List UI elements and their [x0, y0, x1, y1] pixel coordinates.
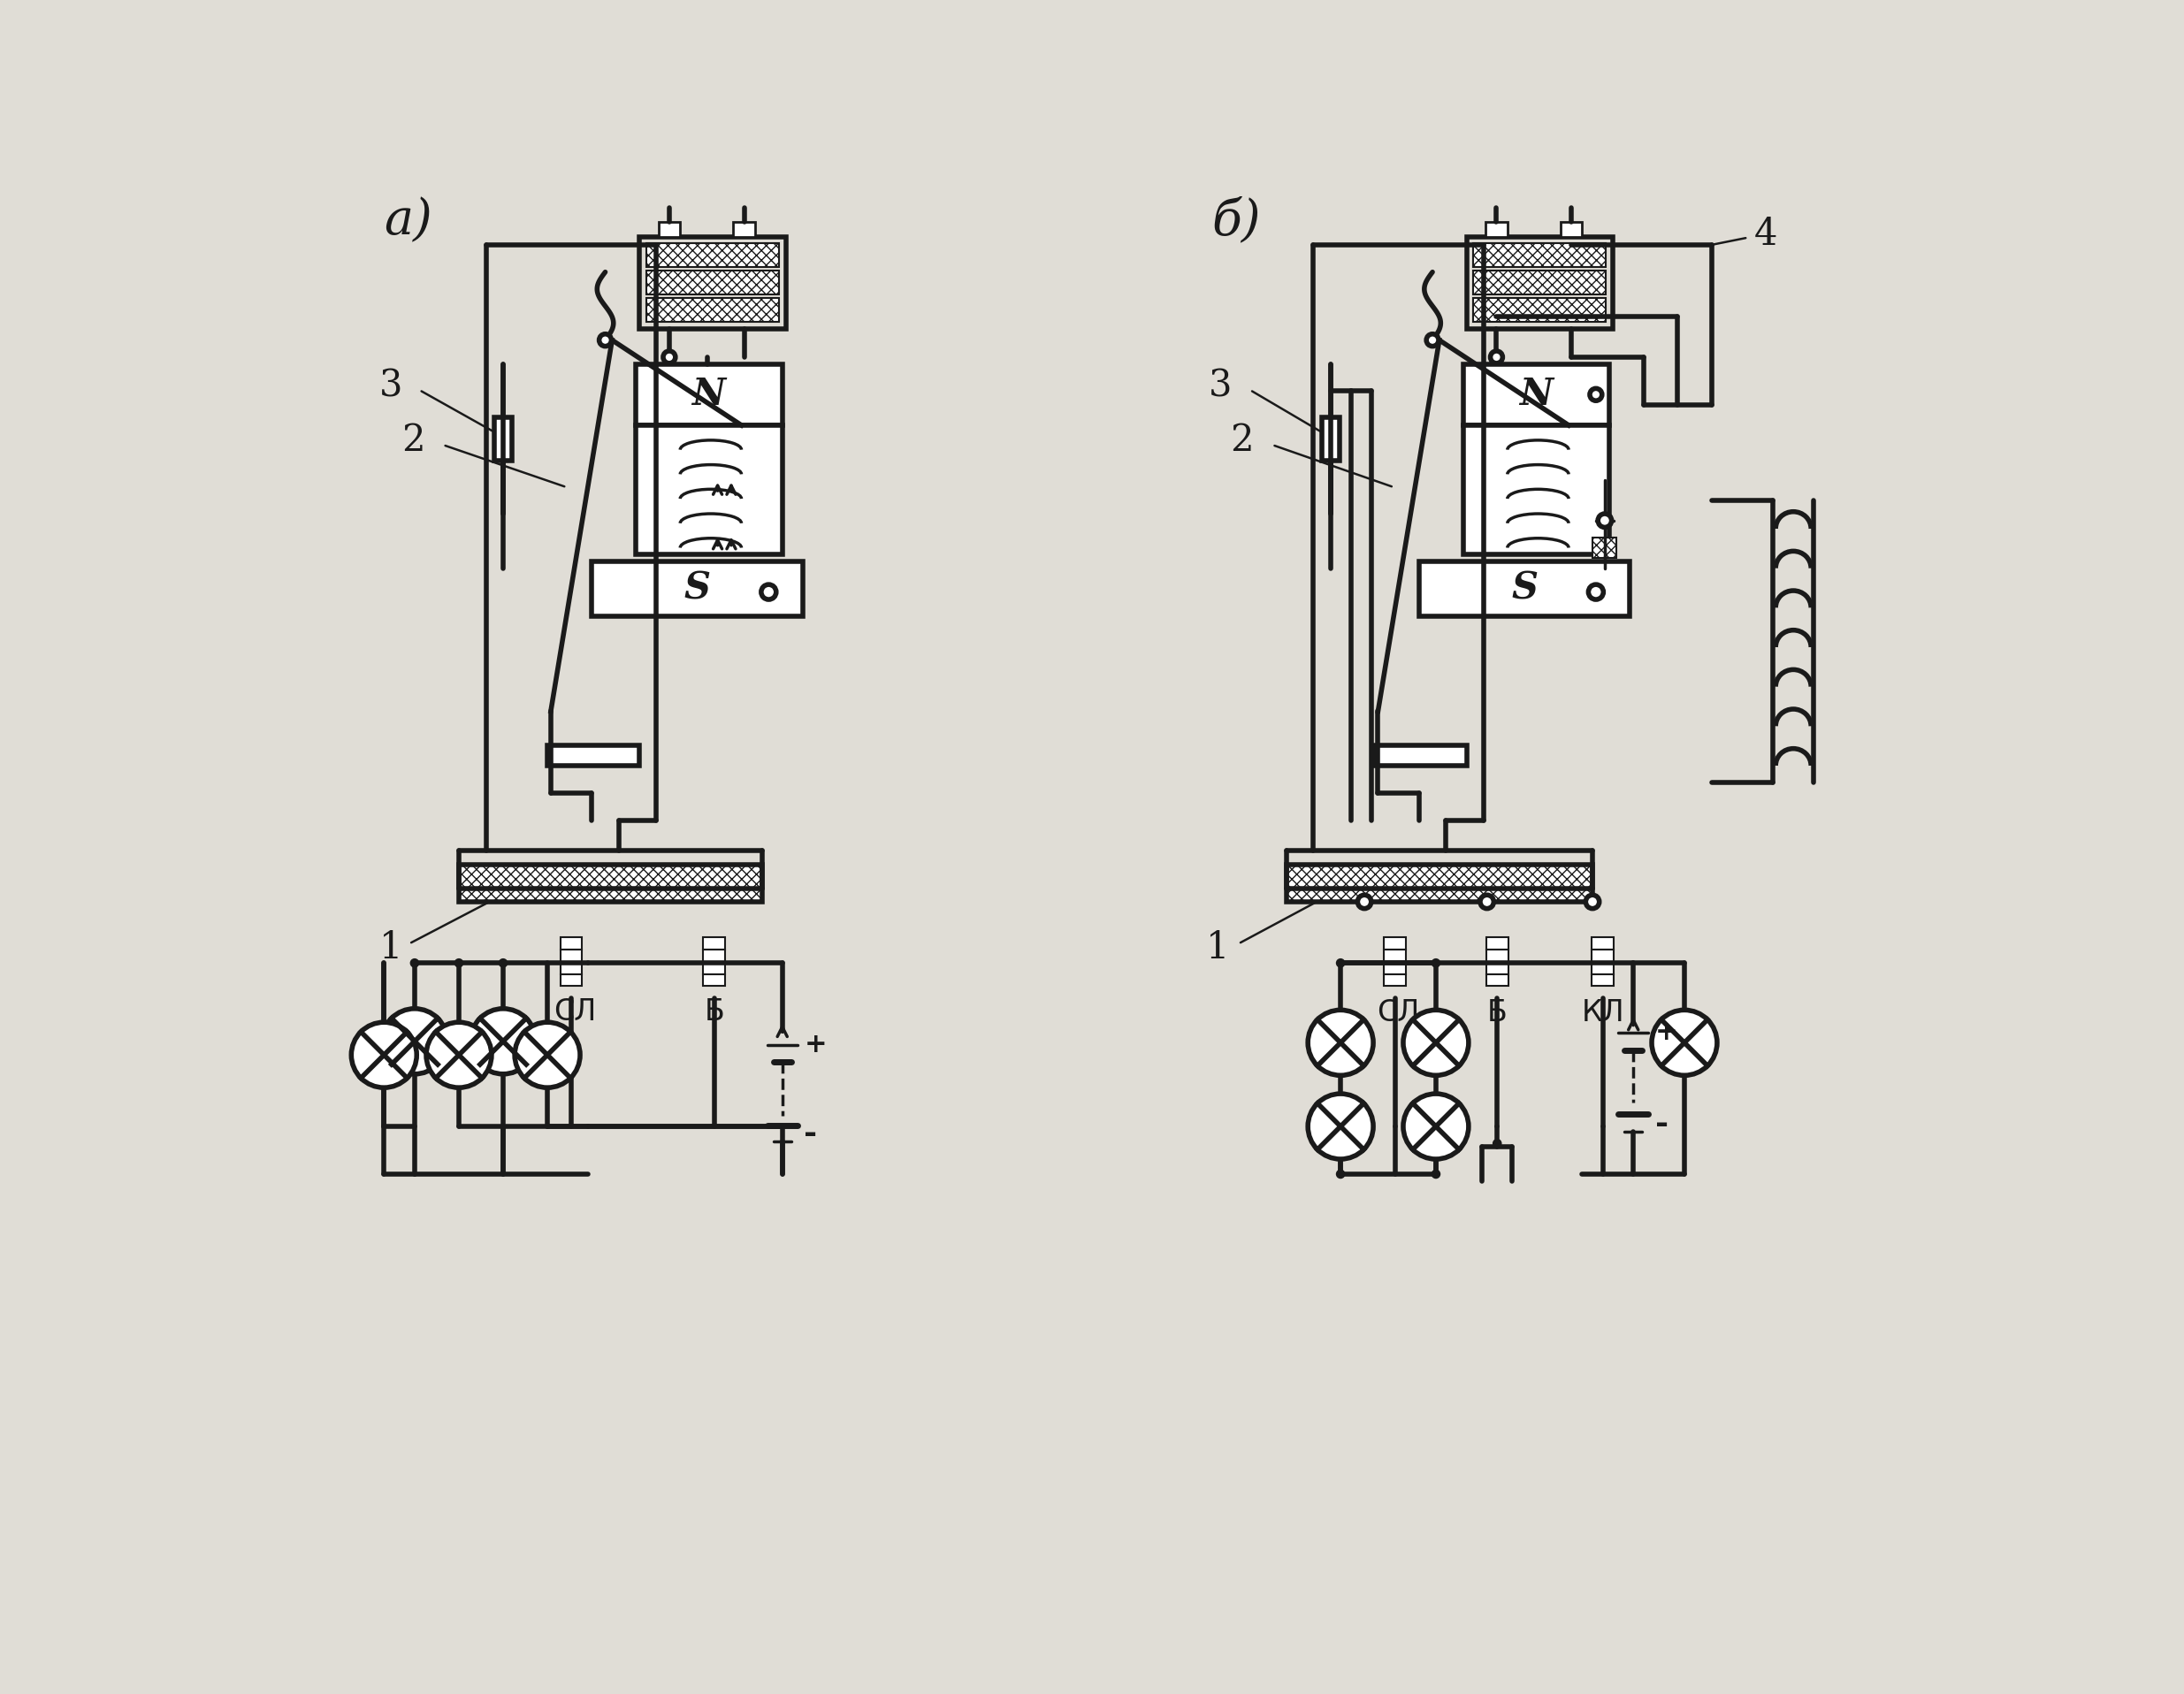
Bar: [1592, 962, 1614, 974]
Circle shape: [382, 1008, 448, 1074]
Bar: [1321, 417, 1339, 461]
Bar: [1592, 537, 1616, 557]
Text: +: +: [804, 1032, 828, 1057]
Bar: [1487, 937, 1509, 949]
Circle shape: [515, 1021, 581, 1088]
Text: б): б): [1212, 197, 1260, 246]
Bar: [657, 222, 679, 237]
Bar: [1474, 271, 1605, 295]
Bar: [1385, 962, 1406, 974]
Circle shape: [1590, 388, 1603, 401]
Text: N: N: [1520, 376, 1553, 413]
Circle shape: [664, 351, 675, 363]
Bar: [592, 561, 804, 617]
Circle shape: [1402, 1010, 1468, 1076]
Circle shape: [1588, 584, 1603, 600]
Text: S: S: [684, 571, 710, 606]
Text: 4: 4: [1754, 217, 1778, 252]
Circle shape: [1489, 351, 1503, 363]
Bar: [1487, 962, 1509, 974]
Text: КЛ: КЛ: [1581, 998, 1625, 1028]
Bar: [636, 364, 782, 425]
Circle shape: [500, 959, 507, 967]
Circle shape: [1481, 894, 1494, 908]
Bar: [561, 937, 583, 949]
Circle shape: [1337, 1171, 1345, 1177]
Circle shape: [1599, 513, 1612, 527]
Bar: [646, 271, 780, 295]
Circle shape: [1433, 1171, 1439, 1177]
Circle shape: [470, 1008, 535, 1074]
Bar: [494, 417, 511, 461]
Bar: [1474, 244, 1605, 268]
Bar: [1385, 949, 1406, 962]
Text: 2: 2: [1230, 422, 1254, 459]
Bar: [703, 949, 725, 962]
Circle shape: [1358, 894, 1372, 908]
Text: 2: 2: [402, 422, 426, 459]
Bar: [703, 974, 725, 986]
Circle shape: [454, 959, 463, 967]
Bar: [1463, 425, 1610, 554]
Bar: [1592, 937, 1614, 949]
Bar: [1385, 937, 1406, 949]
Circle shape: [1308, 1094, 1374, 1159]
Circle shape: [1308, 1010, 1374, 1076]
Bar: [646, 298, 780, 322]
Circle shape: [1651, 1010, 1717, 1076]
Bar: [459, 864, 762, 901]
Bar: [1286, 864, 1592, 901]
Text: Б: Б: [1487, 998, 1507, 1028]
Text: СЛ: СЛ: [1378, 998, 1420, 1028]
Bar: [636, 425, 782, 554]
Circle shape: [1426, 334, 1439, 346]
Bar: [459, 864, 762, 901]
Circle shape: [1402, 1094, 1468, 1159]
Bar: [1592, 949, 1614, 962]
Bar: [703, 962, 725, 974]
Text: S: S: [1511, 571, 1538, 606]
Bar: [1487, 949, 1509, 962]
Text: a): a): [384, 197, 432, 246]
Bar: [1385, 974, 1406, 986]
Circle shape: [411, 959, 419, 967]
Bar: [1487, 974, 1509, 986]
Bar: [561, 974, 583, 986]
Text: Б: Б: [703, 998, 725, 1027]
Bar: [646, 244, 780, 268]
Bar: [1463, 364, 1610, 425]
Text: 3: 3: [1208, 368, 1232, 405]
Bar: [1592, 974, 1614, 986]
Text: 3: 3: [380, 368, 402, 405]
Bar: [1562, 222, 1581, 237]
Bar: [1374, 745, 1465, 766]
Text: +: +: [1655, 1020, 1677, 1045]
Circle shape: [598, 334, 612, 346]
Bar: [1485, 222, 1507, 237]
Circle shape: [1433, 959, 1439, 967]
Circle shape: [1586, 894, 1599, 908]
Circle shape: [762, 584, 775, 600]
Text: -: -: [1655, 1110, 1669, 1140]
Bar: [548, 745, 640, 766]
Bar: [640, 237, 786, 329]
Text: 1: 1: [1206, 930, 1230, 967]
Text: СЛ: СЛ: [553, 998, 596, 1027]
Bar: [1286, 864, 1592, 901]
Text: N: N: [692, 376, 725, 413]
Bar: [1465, 237, 1614, 329]
Text: -: -: [804, 1120, 817, 1150]
Bar: [1420, 561, 1629, 617]
Circle shape: [426, 1021, 491, 1088]
Circle shape: [1337, 959, 1345, 967]
Bar: [1474, 298, 1605, 322]
Bar: [703, 937, 725, 949]
Circle shape: [352, 1021, 417, 1088]
Bar: [561, 949, 583, 962]
Bar: [734, 222, 756, 237]
Circle shape: [1494, 1140, 1500, 1147]
Bar: [561, 962, 583, 974]
Text: 1: 1: [380, 930, 402, 967]
